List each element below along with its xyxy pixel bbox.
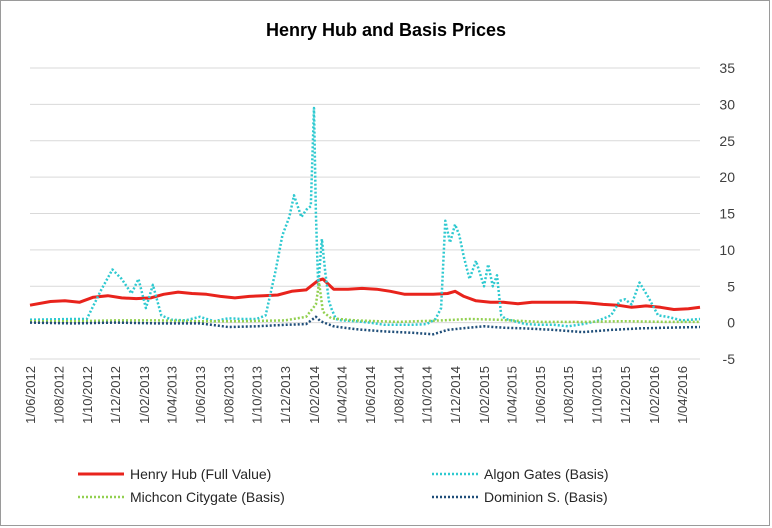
x-tick-label: 1/04/2016 (675, 366, 690, 424)
x-tick-label: 1/04/2015 (504, 366, 519, 424)
x-tick-label: 1/06/2015 (533, 366, 548, 424)
x-tick-label: 1/08/2013 (221, 366, 236, 424)
y-tick-label: 10 (719, 242, 735, 258)
x-tick-label: 1/12/2013 (278, 366, 293, 424)
legend-label: Henry Hub (Full Value) (130, 466, 271, 482)
x-tick-label: 1/06/2012 (23, 366, 38, 424)
x-tick-label: 1/12/2014 (448, 366, 463, 424)
y-tick-label: 25 (719, 133, 735, 149)
x-tick-label: 1/02/2015 (477, 366, 492, 424)
x-tick-label: 1/08/2012 (51, 366, 66, 424)
legend-label: Algon Gates (Basis) (484, 466, 609, 482)
x-tick-label: 1/12/2015 (618, 366, 633, 424)
y-tick-label: 30 (719, 96, 735, 112)
series-line-dominion-s-basis (29, 315, 701, 336)
x-tick-label: 1/10/2015 (590, 366, 605, 424)
y-tick-label: 20 (719, 169, 735, 185)
legend-label: Michcon Citygate (Basis) (130, 489, 285, 505)
legend-label: Dominion S. (Basis) (484, 489, 608, 505)
legend: Henry Hub (Full Value) Algon Gates (Basis… (78, 466, 609, 505)
x-tick-label: 1/02/2016 (647, 366, 662, 424)
x-tick-label: 1/04/2014 (334, 366, 349, 424)
y-tick-label: 0 (727, 315, 735, 331)
y-tick-label: 15 (719, 206, 735, 222)
x-tick-label: 1/10/2012 (80, 366, 95, 424)
series-group (29, 106, 701, 336)
y-tick-label: 5 (727, 278, 735, 294)
y-tick-label: 35 (719, 60, 735, 76)
chart-title: Henry Hub and Basis Prices (265, 20, 507, 40)
x-tick-label: 1/08/2014 (391, 366, 406, 424)
y-tick-label: -5 (723, 351, 736, 367)
y-axis: -5 0 5 10 15 20 25 30 35 (719, 60, 735, 367)
series-line-henry-hub-full-value (29, 277, 701, 311)
x-tick-label: 1/10/2014 (420, 366, 435, 424)
x-tick-label: 1/02/2014 (307, 366, 322, 424)
series-line-michcon-citygate-basis (30, 281, 700, 324)
x-tick-label: 1/06/2013 (193, 366, 208, 424)
gridlines (30, 67, 700, 360)
x-tick-label: 1/12/2012 (108, 366, 123, 424)
x-tick-label: 1/08/2015 (561, 366, 576, 424)
x-tick-label: 1/06/2014 (363, 366, 378, 424)
x-tick-label: 1/10/2013 (250, 366, 265, 424)
x-axis: 1/06/2012 1/08/2012 1/10/2012 1/12/2012 1/02… (23, 366, 690, 424)
x-tick-label: 1/02/2013 (137, 366, 152, 424)
x-tick-label: 1/04/2013 (165, 366, 180, 424)
